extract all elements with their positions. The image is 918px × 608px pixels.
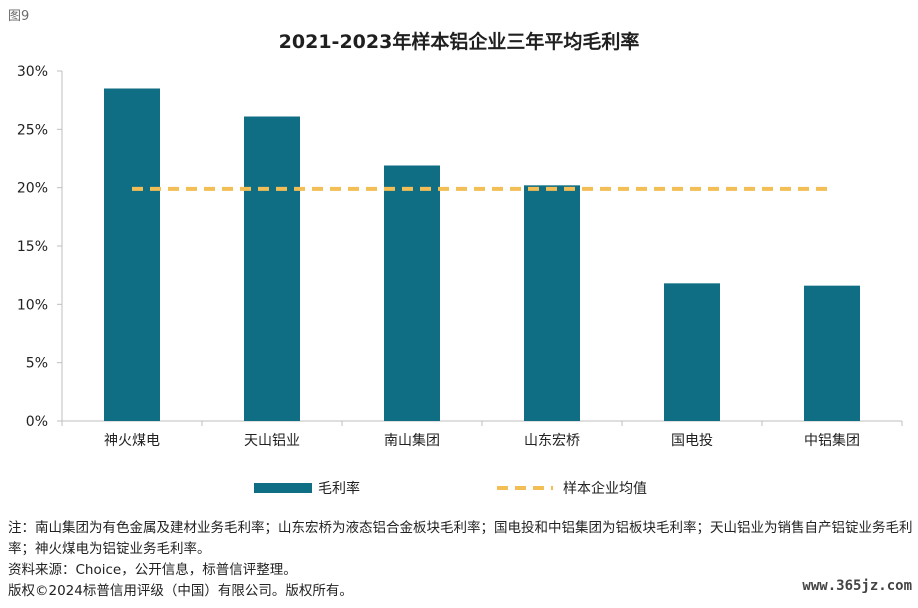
bar	[804, 285, 860, 421]
bar-chart: 0% 5% 10% 15% 20% 25% 30% 神火煤电 天山铝业 南山集团 山东宏桥 国电投 中铝…	[17, 64, 903, 497]
bar	[524, 185, 580, 421]
x-tick-label: 南山集团	[384, 432, 440, 449]
chart-title: 2021-2023年样本铝企业三年平均毛利率	[278, 31, 640, 53]
x-tick-label: 国电投	[671, 433, 713, 449]
legend-swatch-bar	[254, 483, 312, 493]
x-tick-label: 天山铝业	[244, 433, 300, 449]
x-tick-label: 中铝集团	[804, 432, 860, 449]
y-tick-label: 25%	[17, 122, 48, 138]
note-text: 注：南山集团为有色金属及建材业务毛利率；山东宏桥为液态铝合金板块毛利率；国电投和…	[8, 520, 913, 557]
bar	[664, 283, 720, 421]
y-tick-label: 10%	[17, 297, 48, 313]
bar	[244, 116, 300, 421]
y-tick-label: 30%	[17, 64, 48, 80]
legend-label-bar: 毛利率	[318, 480, 360, 497]
bar	[104, 88, 160, 421]
notes: 注：南山集团为有色金属及建材业务毛利率；山东宏桥为液态铝合金板块毛利率；国电投和…	[8, 518, 913, 602]
y-tick-label: 0%	[26, 414, 48, 430]
figure-label: 图9	[8, 9, 30, 24]
copyright-text: 版权©2024标普信用评级（中国）有限公司。版权所有。	[8, 583, 353, 599]
source-text: 资料来源：Choice，公开信息，标普信评整理。	[8, 562, 297, 578]
bar	[384, 165, 440, 421]
y-tick-label: 20%	[17, 181, 48, 197]
x-tick-label: 神火煤电	[104, 433, 160, 449]
watermark: www.365jz.com	[802, 578, 912, 594]
legend-label-line: 样本企业均值	[563, 480, 647, 497]
y-tick-label: 15%	[17, 239, 48, 255]
y-tick-label: 5%	[26, 356, 48, 372]
x-tick-label: 山东宏桥	[524, 433, 580, 449]
